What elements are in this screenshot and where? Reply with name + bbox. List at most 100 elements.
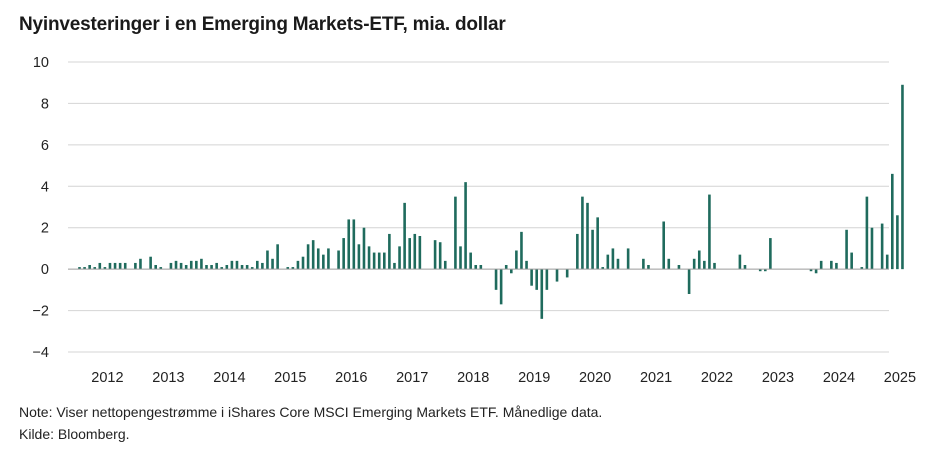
bar — [504, 265, 508, 270]
bar — [454, 196, 457, 270]
bar — [220, 267, 224, 270]
y-tick-label: 10 — [33, 55, 49, 71]
bar — [367, 246, 371, 270]
bar — [103, 267, 107, 270]
bar — [134, 262, 137, 270]
bar — [601, 267, 605, 270]
x-tick-label: 2018 — [457, 370, 489, 386]
bar — [205, 265, 208, 270]
bar — [383, 252, 386, 270]
bar — [123, 262, 127, 270]
bar — [230, 260, 234, 270]
bar — [510, 269, 513, 274]
bar — [352, 219, 356, 270]
source-text: Kilde: Bloomberg. — [19, 426, 130, 442]
bar — [687, 269, 691, 294]
bar — [322, 254, 325, 270]
x-tick-label: 2020 — [579, 370, 611, 386]
bar-series — [78, 84, 904, 319]
x-tick-label: 2022 — [701, 370, 733, 386]
bar — [225, 265, 229, 270]
footnote: Note: Viser nettopengestrømme i iShares … — [19, 401, 602, 445]
bar — [642, 258, 645, 270]
bar — [179, 262, 183, 270]
bar — [210, 265, 213, 270]
bar — [113, 262, 117, 270]
note-text: Note: Viser nettopengestrømme i iShares … — [19, 404, 603, 420]
bar — [880, 223, 884, 270]
bar — [626, 248, 630, 270]
bar — [677, 265, 681, 270]
bar — [606, 254, 610, 270]
bar — [870, 227, 874, 270]
bar — [830, 260, 833, 270]
bar — [266, 250, 269, 270]
bar — [240, 265, 244, 270]
bar — [108, 262, 112, 270]
bar — [662, 221, 665, 270]
bar — [545, 269, 549, 290]
bar — [83, 267, 86, 270]
bar — [611, 248, 615, 270]
bar — [301, 256, 305, 270]
gridlines — [68, 61, 889, 353]
bar — [195, 260, 198, 270]
bar — [311, 240, 315, 270]
y-tick-label: −2 — [32, 304, 49, 320]
bar — [616, 258, 620, 270]
bar — [235, 260, 239, 270]
x-tick-label: 2021 — [640, 370, 672, 386]
bar — [154, 265, 157, 270]
bar — [764, 269, 767, 272]
bar — [403, 202, 406, 270]
x-tick-label: 2024 — [823, 370, 855, 386]
bar — [743, 265, 747, 270]
bar — [525, 260, 528, 270]
bar — [535, 269, 538, 290]
bar — [845, 229, 848, 270]
x-tick-label: 2023 — [762, 370, 794, 386]
bar — [316, 248, 320, 270]
bar — [200, 258, 203, 270]
bar — [256, 260, 259, 270]
bar — [647, 265, 650, 270]
bar — [413, 233, 417, 270]
x-tick-label: 2015 — [274, 370, 306, 386]
bar — [850, 252, 853, 270]
bar — [286, 267, 290, 270]
bar — [738, 254, 742, 270]
y-axis-tick-labels: 10 8 6 4 2 0 −2 −4 — [32, 55, 49, 361]
bar — [860, 267, 864, 270]
bar — [438, 242, 442, 270]
bar — [494, 269, 498, 290]
chart-title: Nyinvesteringer i en Emerging Markets-ET… — [19, 14, 506, 35]
bar — [388, 233, 391, 270]
bar — [697, 250, 701, 270]
bar — [372, 252, 376, 270]
bar — [479, 265, 483, 270]
bar — [443, 260, 447, 270]
y-tick-label: 4 — [41, 179, 49, 195]
bar — [184, 265, 188, 270]
bar — [809, 269, 813, 272]
bar — [337, 250, 340, 270]
bar — [250, 267, 254, 270]
bar — [291, 267, 295, 270]
bar — [474, 265, 478, 270]
bar — [469, 252, 472, 270]
x-tick-label: 2025 — [884, 370, 916, 386]
bar — [149, 256, 152, 270]
bar — [530, 269, 533, 286]
bar — [118, 262, 122, 270]
bar — [515, 250, 518, 270]
y-tick-label: 0 — [41, 262, 49, 278]
bar — [586, 202, 589, 270]
bar — [393, 262, 396, 270]
bar — [296, 260, 300, 270]
bar — [215, 262, 218, 270]
bar — [357, 244, 361, 270]
bar — [306, 244, 310, 270]
bar — [499, 269, 503, 305]
bar — [565, 269, 569, 278]
